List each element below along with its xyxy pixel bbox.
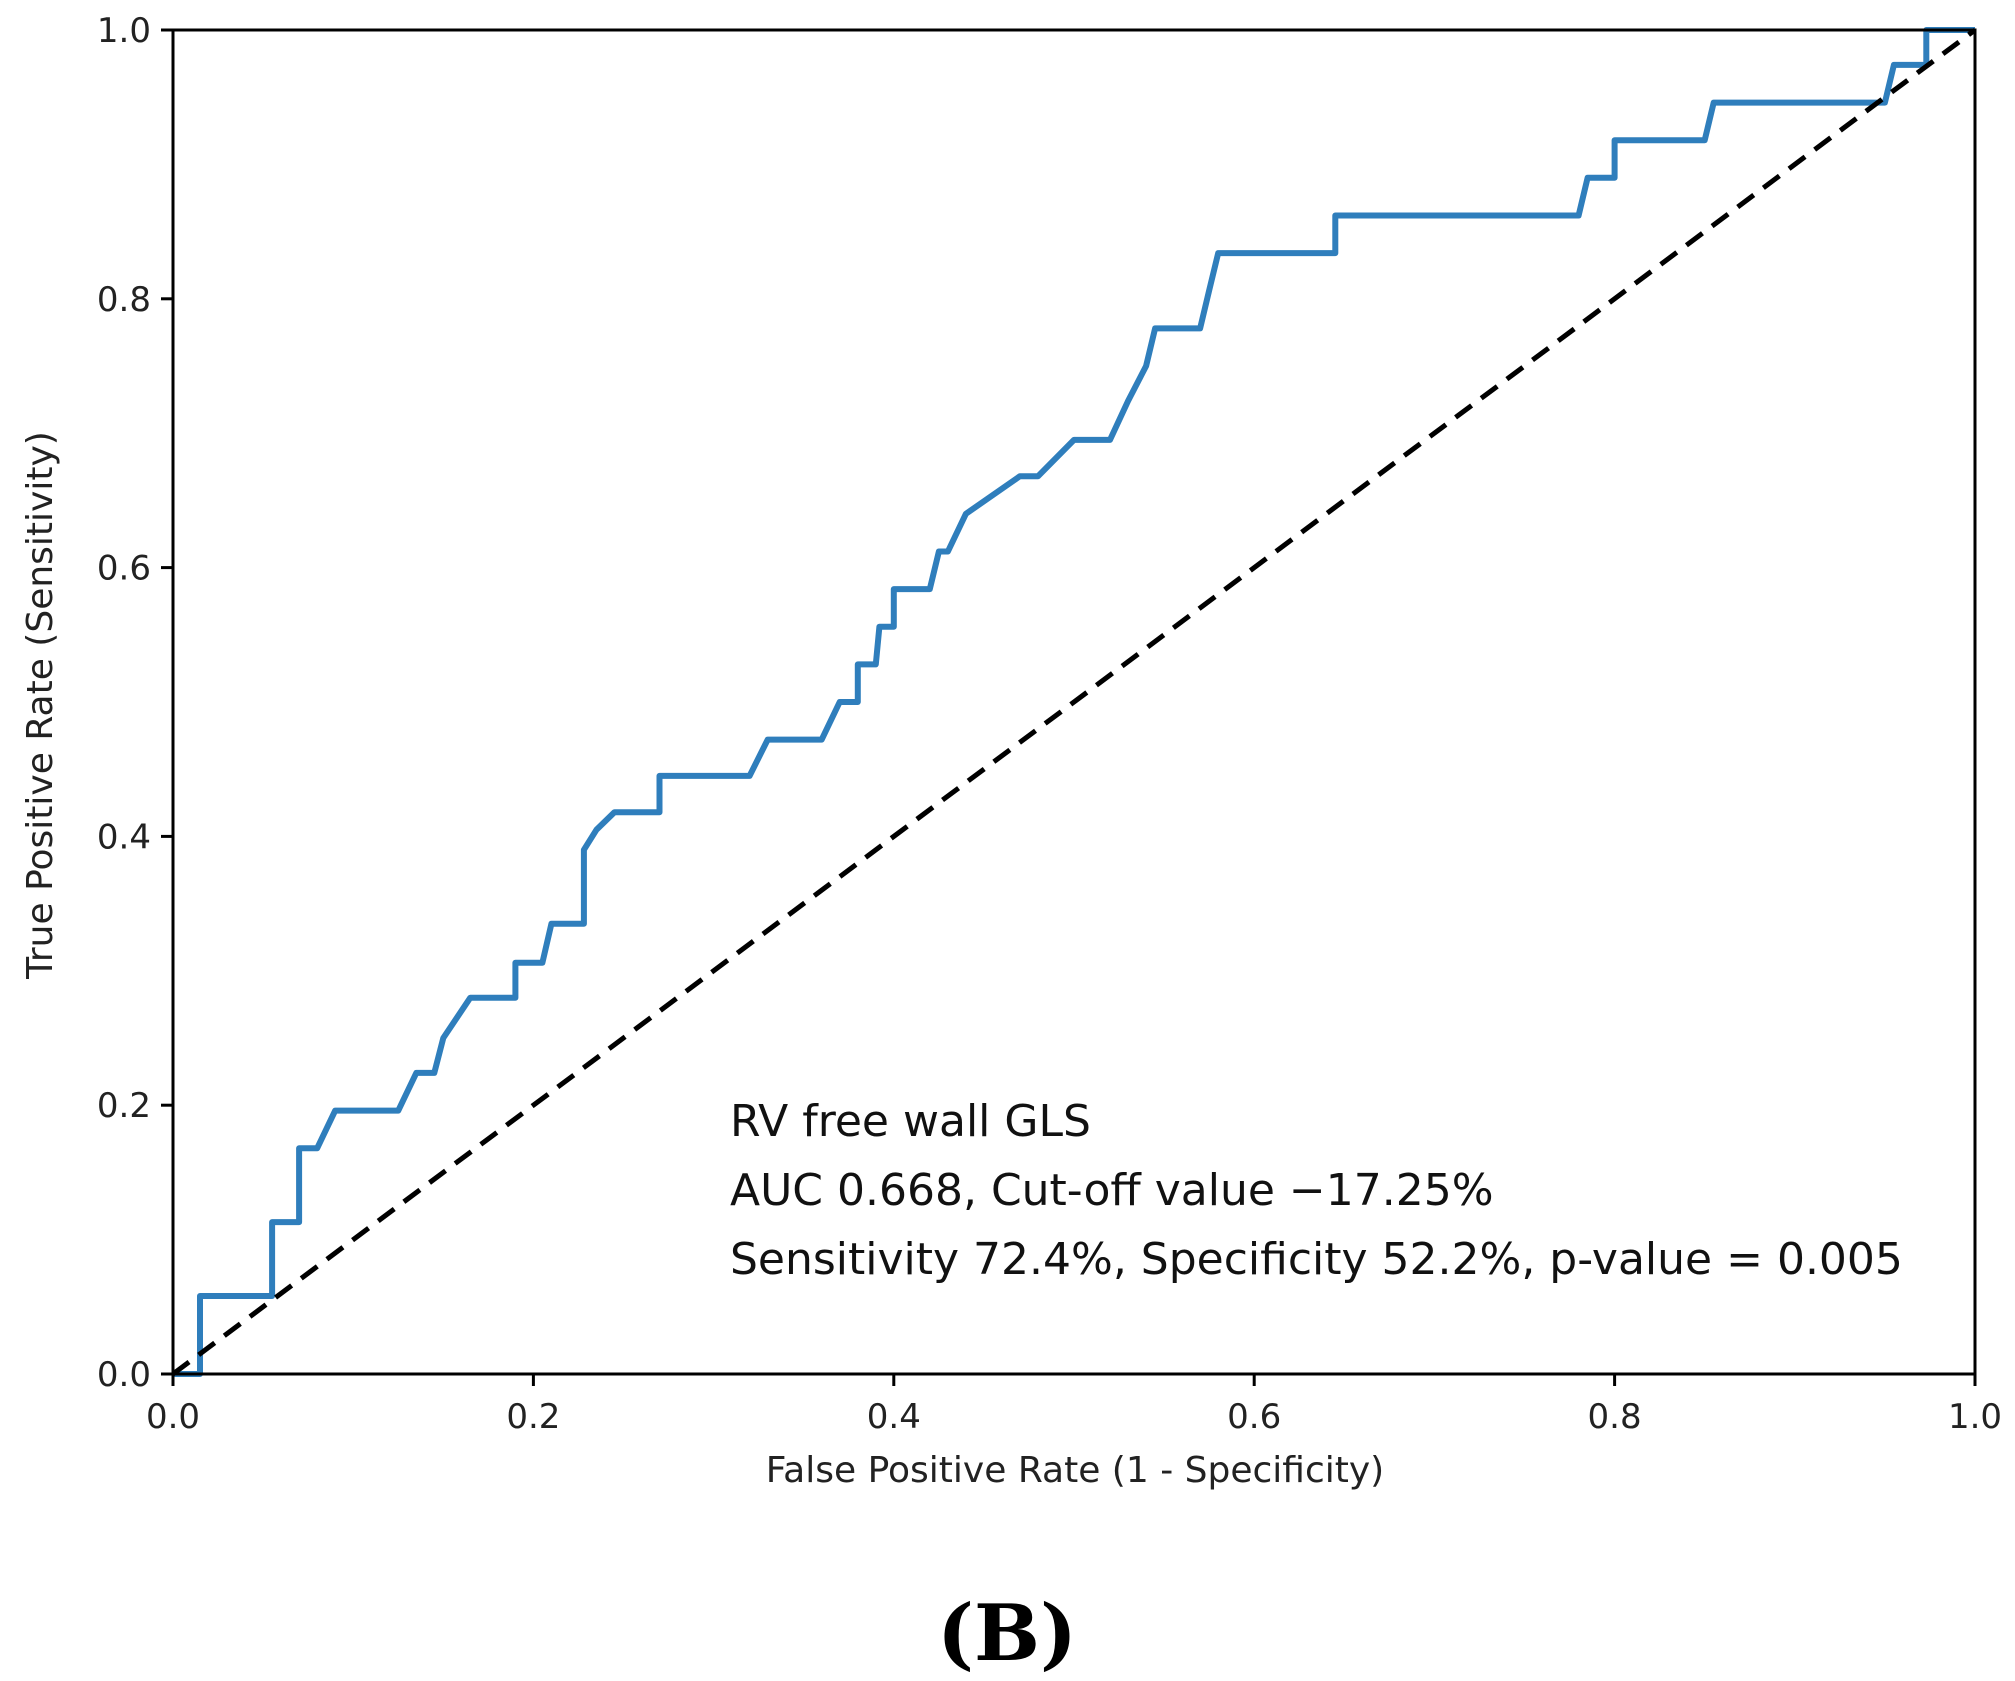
annotation-stats: Sensitivity 72.4%, Specificity 52.2%, p-…: [730, 1234, 1903, 1285]
panel-label: (B): [937, 1588, 1077, 1679]
y-tick-label: 0.4: [97, 817, 151, 857]
y-tick-label: 1.0: [97, 11, 151, 51]
x-tick-label: 0.2: [506, 1397, 560, 1437]
x-axis-label: False Positive Rate (1 - Specificity): [766, 1450, 1384, 1491]
roc-curve-line: [173, 27, 1975, 1377]
x-tick-label: 0.0: [146, 1397, 200, 1437]
x-tick-label: 1.0: [1948, 1397, 2002, 1437]
y-axis-label: True Positive Rate (Sensitivity): [20, 431, 61, 980]
annotation-auc: AUC 0.668, Cut-off value −17.25%: [730, 1165, 1494, 1216]
annotation-title: RV free wall GLS: [730, 1096, 1091, 1147]
x-tick-label: 0.4: [867, 1397, 921, 1437]
chance-line: [171, 27, 1977, 1377]
y-tick-label: 0.2: [97, 1086, 151, 1126]
x-tick-label: 0.6: [1227, 1397, 1281, 1437]
series-layer: [171, 27, 1977, 1377]
y-tick-label: 0.6: [97, 549, 151, 589]
axis-layer: 0.0 0.2 0.4 0.6 0.8 1.0 0.0 0.2 0.4 0.6 0.8 1.0: [97, 11, 2002, 1437]
x-tick-label: 0.8: [1588, 1397, 1642, 1437]
plot-frame: [171, 28, 1977, 1376]
y-tick-label: 0.8: [97, 280, 151, 320]
y-tick-label: 0.0: [97, 1355, 151, 1395]
